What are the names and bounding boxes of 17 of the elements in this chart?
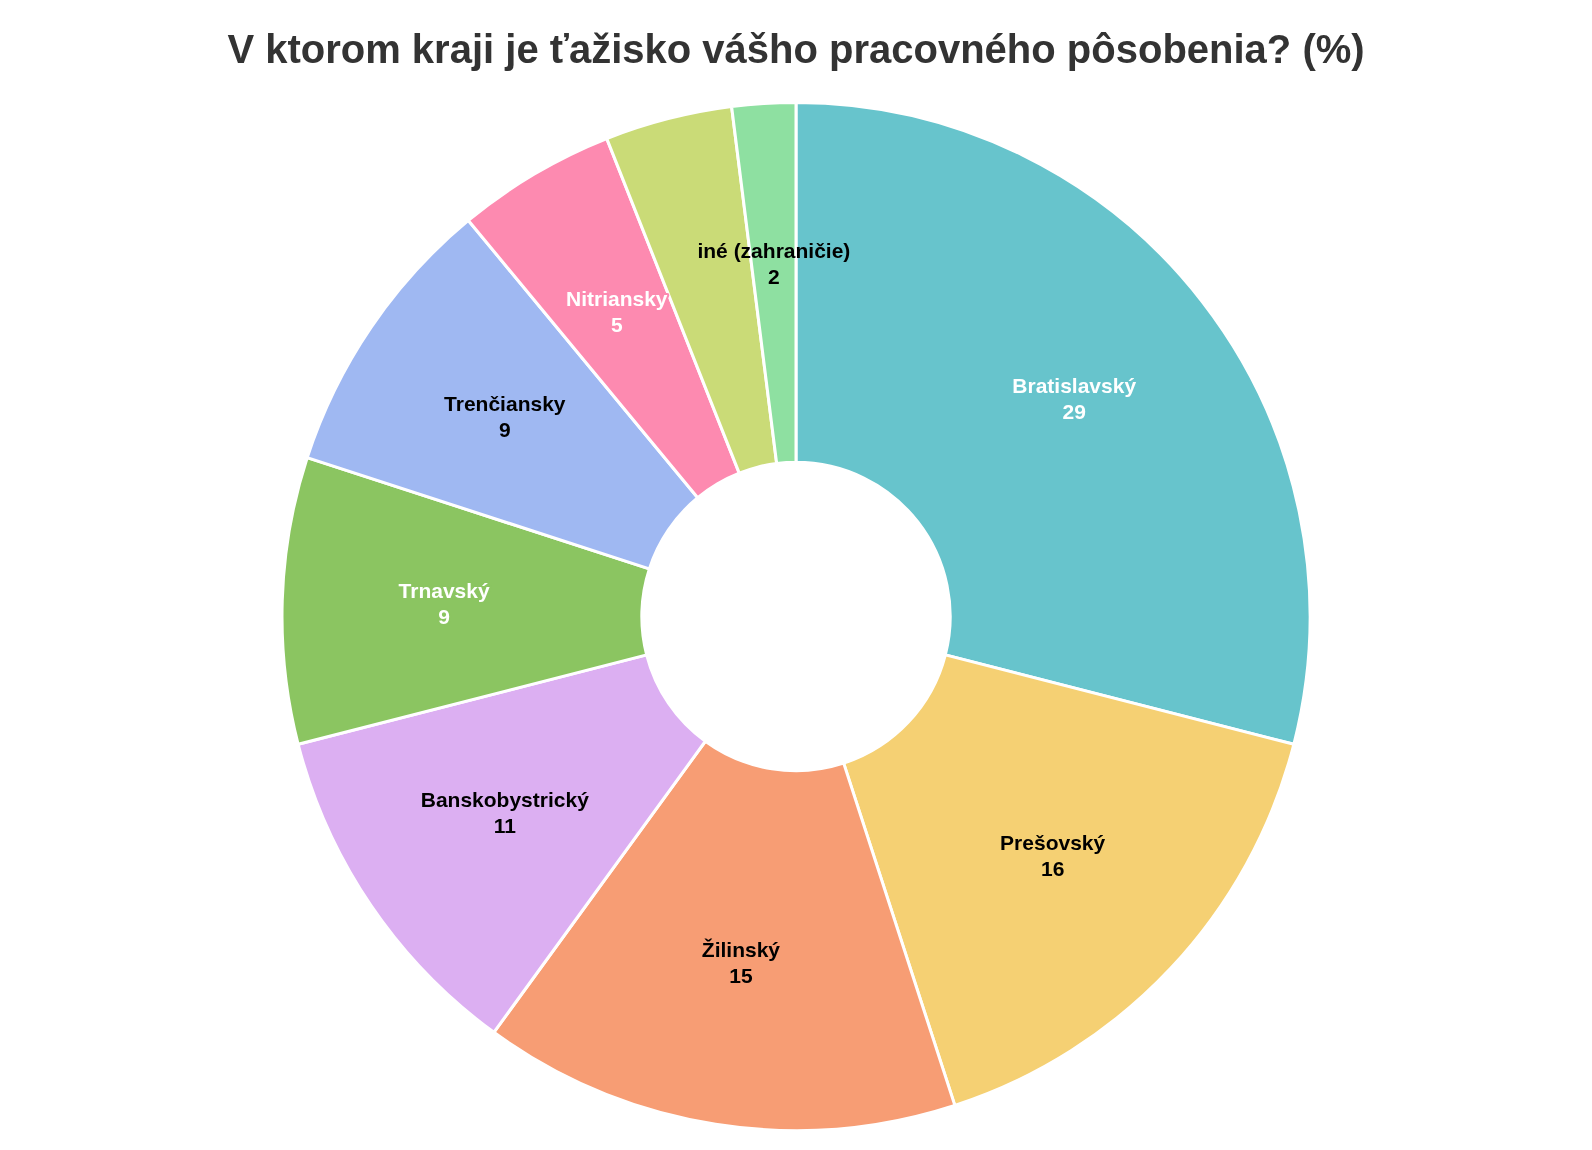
slice-label: Nitriansky xyxy=(566,287,668,311)
slice-label: Trenčiansky xyxy=(444,392,566,416)
chart-title: V ktorom kraji je ťažisko vášho pracovného pôsobenia? (%) xyxy=(227,27,1365,72)
data-label: 9 xyxy=(498,418,511,442)
data-label: 16 xyxy=(1040,857,1065,881)
data-label: 11 xyxy=(493,814,517,838)
slice-label: Žilinský xyxy=(701,938,781,962)
data-label: 5 xyxy=(610,313,623,337)
data-label: 29 xyxy=(1062,400,1086,424)
slice-label: Banskobystrický xyxy=(420,788,590,812)
slice-label: Trnavský xyxy=(398,579,490,603)
data-label: 2 xyxy=(768,264,780,288)
slice-label: Bratislavský xyxy=(1012,374,1137,398)
data-label: 9 xyxy=(438,605,450,629)
slice-label: iné (zahraničie) xyxy=(697,238,851,262)
slice-label: Prešovský xyxy=(1000,831,1106,855)
data-label: 15 xyxy=(729,964,753,988)
